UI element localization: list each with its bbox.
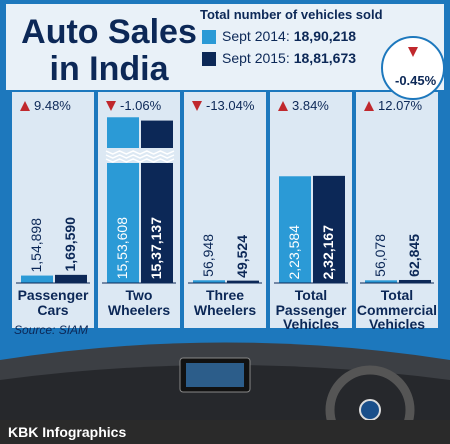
chart-title: Auto Sales in India [21, 13, 197, 89]
change-label: -13.04% [206, 98, 255, 113]
x-tick-label: Total Passenger Vehicles [275, 287, 347, 333]
legend-swatch [202, 30, 216, 44]
total-change-arrow [408, 47, 418, 57]
footer-bar [0, 420, 450, 444]
total-change-circle [381, 36, 445, 100]
legend-entry: Sept 2015: 18,81,673 [222, 51, 356, 66]
column-panel [356, 92, 438, 328]
x-tick-label: Total Commercial Vehicles [356, 287, 438, 333]
bar [365, 280, 397, 283]
value-label: 62,845 [406, 234, 422, 277]
legend-swatch [202, 52, 216, 66]
total-change-label: -0.45% [395, 73, 437, 88]
column-panel [184, 92, 266, 328]
value-label: 56,948 [200, 234, 216, 278]
bar [279, 176, 311, 283]
axis-break-zigzag [105, 150, 175, 155]
bar [399, 279, 431, 283]
legend-label: Sept 2015: [222, 50, 290, 66]
value-label: 15,53,608 [114, 216, 130, 279]
bar [107, 117, 139, 283]
bar [193, 280, 225, 283]
header-panel [6, 4, 444, 90]
value-label: 2,23,584 [286, 224, 302, 280]
change-label: 9.48% [34, 98, 71, 113]
value-label: 49,524 [234, 234, 250, 278]
legend-label: Sept 2014: [222, 28, 290, 44]
source: Source: SIAM [14, 323, 89, 337]
change-arrow [278, 101, 288, 111]
x-tick-label: Two Wheelers [107, 287, 171, 318]
value-label: 56,078 [372, 234, 388, 278]
change-label: 3.84% [292, 98, 329, 113]
credit: KBK Infographics [8, 424, 127, 440]
column-panel [12, 92, 94, 328]
change-label: 12.07% [378, 98, 423, 113]
screen-display [186, 363, 244, 387]
value-label: 1,54,898 [28, 218, 44, 273]
value-label: 15,37,137 [148, 216, 164, 279]
legend-total: 18,90,218 [293, 28, 357, 44]
x-tick-label: Passenger Cars [17, 287, 89, 318]
steering-logo [359, 399, 381, 421]
change-label: -1.06% [120, 98, 162, 113]
bar [313, 175, 345, 283]
x-tick-label: Three Wheelers [193, 287, 257, 318]
bar [227, 280, 259, 283]
legend-entry: Sept 2014: 18,90,218 [222, 29, 356, 44]
subtitle: Total number of vehicles sold [200, 7, 383, 22]
steering-wheel [325, 365, 415, 444]
change-arrow [20, 101, 30, 111]
value-label: 2,32,167 [320, 224, 336, 280]
change-arrow [364, 101, 374, 111]
change-arrow [106, 101, 116, 111]
bar [21, 275, 53, 283]
bar [55, 274, 87, 283]
bar [141, 120, 173, 283]
axis-break-zigzag [105, 154, 175, 159]
value-label: 1,69,590 [62, 217, 78, 272]
change-arrow [192, 101, 202, 111]
axis-break-zigzag [105, 158, 175, 163]
legend-total: 18,81,673 [293, 50, 357, 66]
